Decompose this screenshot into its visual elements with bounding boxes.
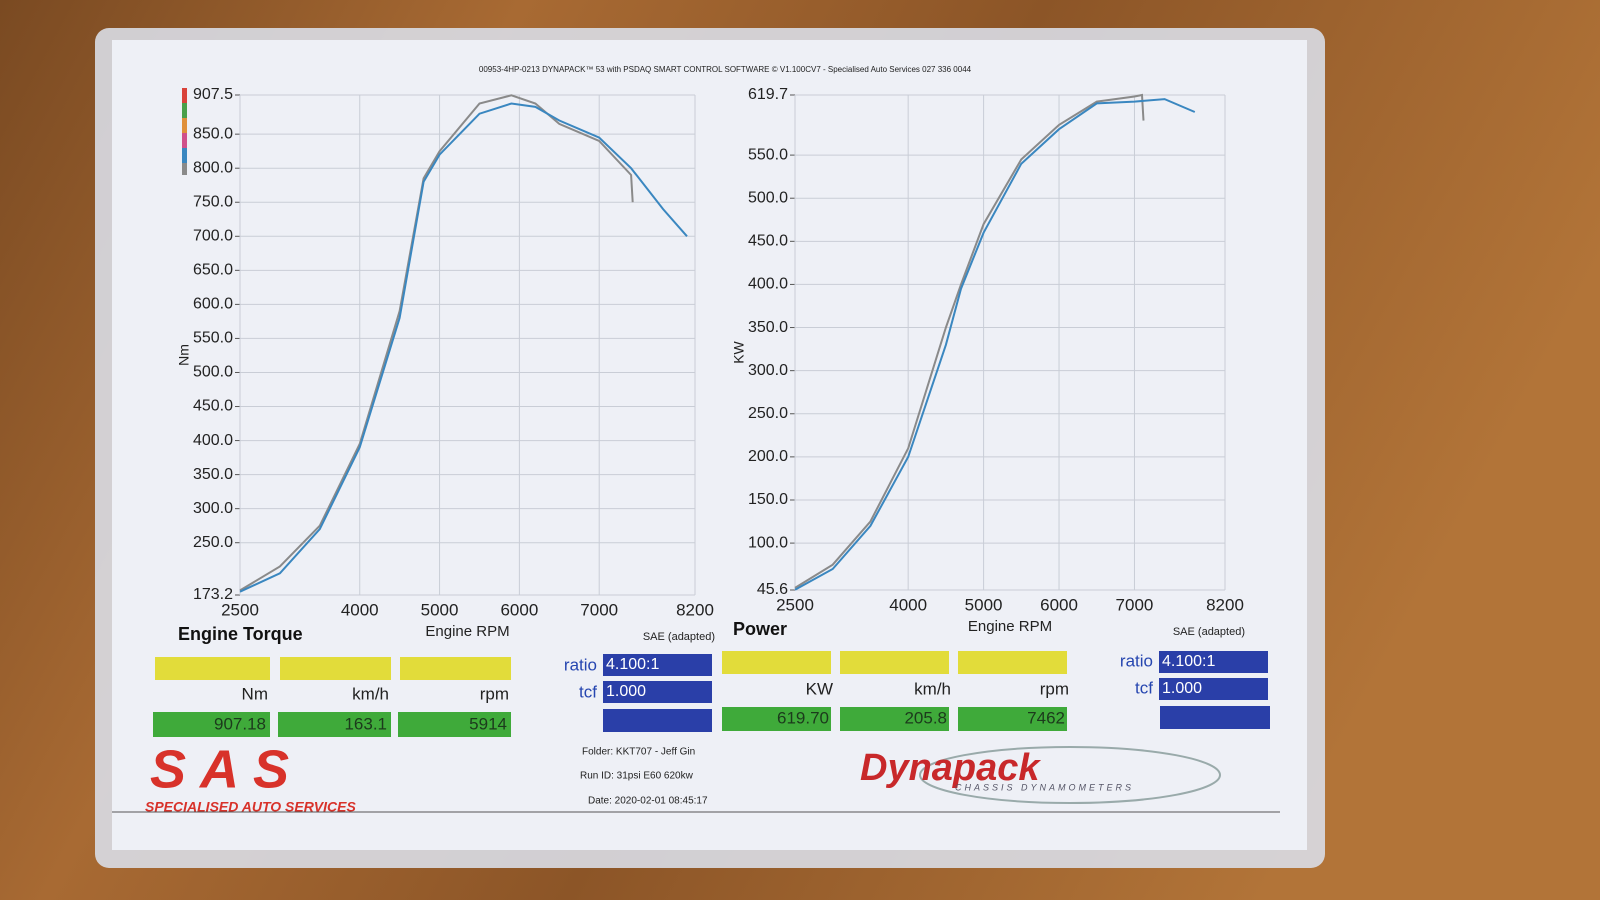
- y-tick-label: 450.0: [748, 233, 788, 250]
- y-tick-label: 800.0: [193, 159, 233, 176]
- header-cell: rpm: [1040, 679, 1069, 698]
- x-tick-label: 7000: [1116, 595, 1154, 614]
- x-tick-label: 5000: [421, 600, 459, 619]
- tcf-value: 1.000: [606, 683, 646, 700]
- x-tick-label: 6000: [1040, 595, 1078, 614]
- ratio-value: 4.100:1: [1162, 653, 1215, 670]
- x-tick-label: 6000: [500, 600, 538, 619]
- ratio-value: 4.100:1: [606, 656, 659, 673]
- x-tick-label: 7000: [580, 600, 618, 619]
- tcf-label: tcf: [579, 682, 597, 701]
- y-tick-label: 350.0: [748, 319, 788, 336]
- value-cell: 619.70: [777, 708, 829, 727]
- run-id: Run ID: 31psi E60 620kw: [580, 771, 694, 782]
- dynapack-logo: Dynapack: [860, 747, 1041, 789]
- legend-strip: [182, 88, 187, 175]
- x-tick-label: 8200: [676, 600, 714, 619]
- y-tick-label: 500.0: [748, 189, 788, 206]
- line: [239, 102, 688, 593]
- note: SAE (adapted): [1173, 626, 1245, 638]
- y-tick-label: 173.2: [193, 586, 233, 603]
- line: [239, 94, 634, 592]
- y-axis-label: Nm: [176, 344, 192, 366]
- header-cell: KW: [806, 679, 833, 698]
- header-cell: rpm: [480, 684, 509, 703]
- folder: Folder: KKT707 - Jeff Gin: [582, 747, 695, 758]
- tcf-label: tcf: [1135, 678, 1153, 697]
- x-tick-label: 2500: [221, 600, 259, 619]
- y-tick-label: 550.0: [748, 146, 788, 163]
- y-tick-label: 450.0: [193, 398, 233, 415]
- y-tick-label: 500.0: [193, 364, 233, 381]
- header-cell: km/h: [352, 684, 389, 703]
- sas-logo: SAS: [150, 739, 303, 799]
- x-tick-label: 8200: [1206, 595, 1244, 614]
- y-tick-label: 300.0: [748, 362, 788, 379]
- y-tick-label: 400.0: [193, 432, 233, 449]
- x-axis-label: Engine RPM: [425, 623, 509, 640]
- y-tick-label: 619.7: [748, 86, 788, 103]
- y-tick-label: 350.0: [193, 466, 233, 483]
- y-tick-label: 150.0: [748, 491, 788, 508]
- sas-text: SPECIALISED AUTO SERVICES: [145, 799, 356, 815]
- y-tick-label: 250.0: [748, 405, 788, 422]
- date: Date: 2020-02-01 08:45:17: [588, 796, 708, 807]
- chart-title: Engine Torque: [178, 624, 303, 644]
- line: [794, 98, 1196, 591]
- y-tick-label: 100.0: [748, 534, 788, 551]
- panel: KW km/h rpm 619.70 205.8 7462 ratio 4.10…: [722, 651, 1270, 731]
- chart-title: Power: [733, 619, 787, 639]
- y-tick-label: 250.0: [193, 534, 233, 551]
- tcf-value: 1.000: [1162, 680, 1202, 697]
- ratio-label: ratio: [564, 655, 597, 674]
- y-tick-label: 907.5: [193, 86, 233, 103]
- header-cell: km/h: [914, 679, 951, 698]
- y-tick-label: 550.0: [193, 330, 233, 347]
- value-cell: 205.8: [904, 708, 947, 727]
- y-tick-label: 45.6: [757, 581, 788, 598]
- y-axis-label: KW: [731, 340, 747, 363]
- line: [794, 93, 1145, 589]
- y-tick-label: 400.0: [748, 276, 788, 293]
- ratio-label: ratio: [1120, 651, 1153, 670]
- x-tick-label: 4000: [341, 600, 379, 619]
- value-cell: 163.1: [344, 714, 387, 733]
- header: 00953-4HP-0213 DYNAPACK™ 53 with PSDAQ S…: [479, 65, 972, 74]
- note: SAE (adapted): [643, 631, 715, 643]
- header-cell: Nm: [242, 684, 268, 703]
- dynapack-text: CHASSIS DYNAMOMETERS: [955, 782, 1134, 792]
- panel: Nm km/h rpm 907.18 163.1 5914 ratio 4.10…: [153, 654, 712, 737]
- y-tick-label: 300.0: [193, 500, 233, 517]
- y-tick-label: 650.0: [193, 262, 233, 279]
- value-cell: 7462: [1027, 708, 1065, 727]
- value-cell: 5914: [469, 714, 507, 733]
- y-tick-label: 750.0: [193, 193, 233, 210]
- x-tick-label: 2500: [776, 595, 814, 614]
- x-tick-label: 5000: [965, 595, 1003, 614]
- y-tick-label: 850.0: [193, 125, 233, 142]
- dynapack-swoosh: [919, 746, 1221, 804]
- x-axis-label: Engine RPM: [968, 618, 1052, 635]
- x-tick-label: 4000: [889, 595, 927, 614]
- y-tick-label: 200.0: [748, 448, 788, 465]
- y-tick-label: 700.0: [193, 228, 233, 245]
- y-tick-label: 600.0: [193, 296, 233, 313]
- value-cell: 907.18: [214, 714, 266, 733]
